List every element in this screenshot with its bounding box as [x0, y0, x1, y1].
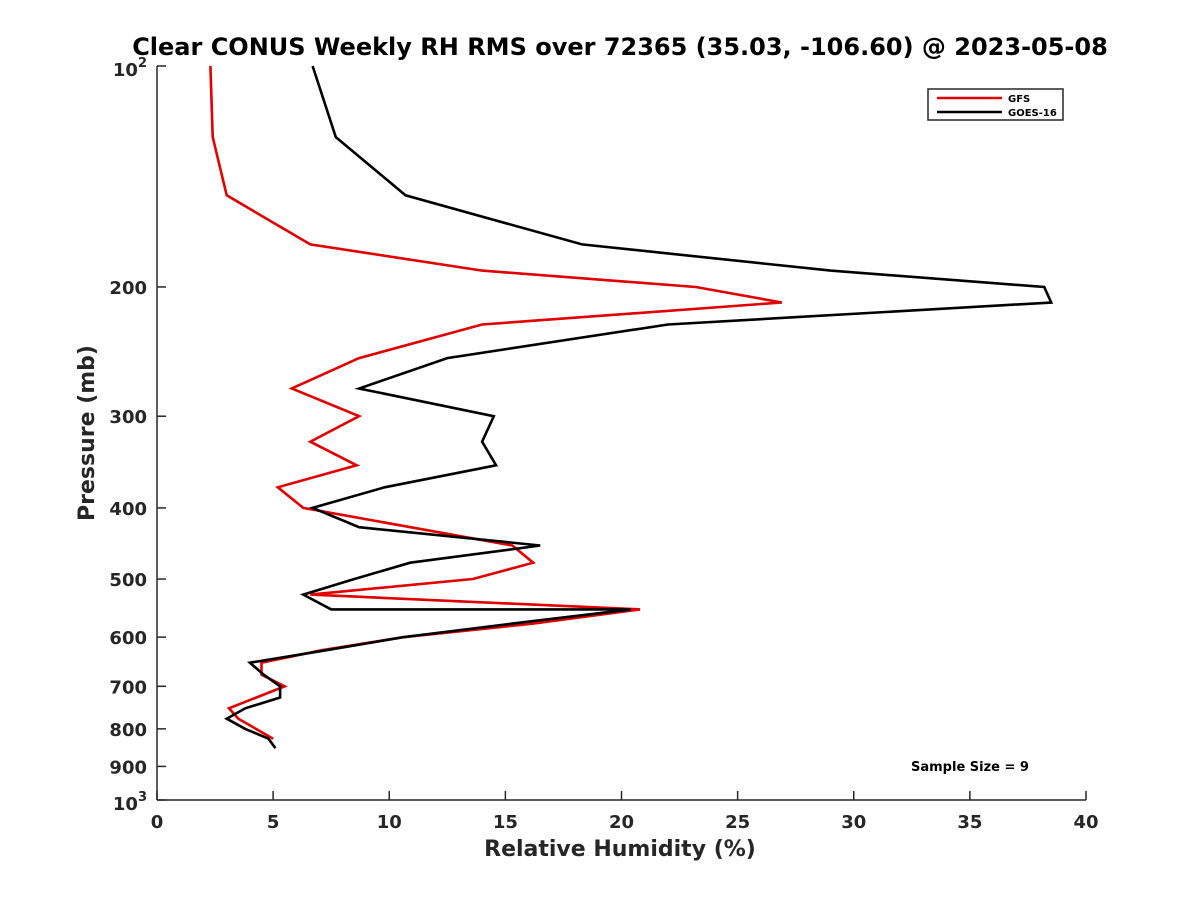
y-tick-label: 600	[109, 628, 147, 649]
x-tick-label: 0	[151, 812, 164, 833]
chart-title: Clear CONUS Weekly RH RMS over 72365 (35…	[132, 33, 1108, 61]
legend-box	[927, 88, 1064, 121]
y-tick-label: 200	[109, 278, 147, 299]
y-tick-label: 300	[109, 407, 147, 428]
y-tick-label: 400	[109, 499, 147, 520]
series-line-goes-16	[224, 65, 1054, 749]
plot-area	[209, 65, 1054, 749]
x-tick-label: 15	[493, 812, 518, 833]
axes	[156, 66, 1086, 801]
x-tick-label: 5	[267, 812, 280, 833]
y-axis-label: Pressure (mb)	[75, 345, 100, 521]
x-tick-label: 10	[377, 812, 402, 833]
y-axis-ticks: 102 200 300 400 500 600 700 800 900 103	[109, 56, 166, 815]
x-tick-label: 35	[957, 812, 982, 833]
x-axis-ticks: 0 5 10 15 20 25 30 35 40	[151, 791, 1099, 833]
x-tick-label: 25	[725, 812, 750, 833]
sample-size-annotation: Sample Size = 9	[911, 760, 1029, 775]
x-tick-label: 40	[1073, 812, 1098, 833]
y-tick-label: 500	[109, 570, 147, 591]
x-tick-label: 30	[841, 812, 866, 833]
legend: GFS GOES-16	[927, 88, 1064, 121]
y-tick-label: 900	[109, 757, 147, 778]
legend-label: GOES-16	[1008, 108, 1057, 119]
y-tick-label: 102	[113, 56, 147, 81]
y-tick-label: 103	[113, 790, 147, 815]
x-axis-label: Relative Humidity (%)	[484, 837, 756, 862]
x-tick-label: 20	[609, 812, 634, 833]
series-line-gfs	[209, 65, 783, 740]
y-tick-label: 700	[109, 677, 147, 698]
y-tick-label: 800	[109, 720, 147, 741]
legend-label: GFS	[1008, 94, 1030, 105]
